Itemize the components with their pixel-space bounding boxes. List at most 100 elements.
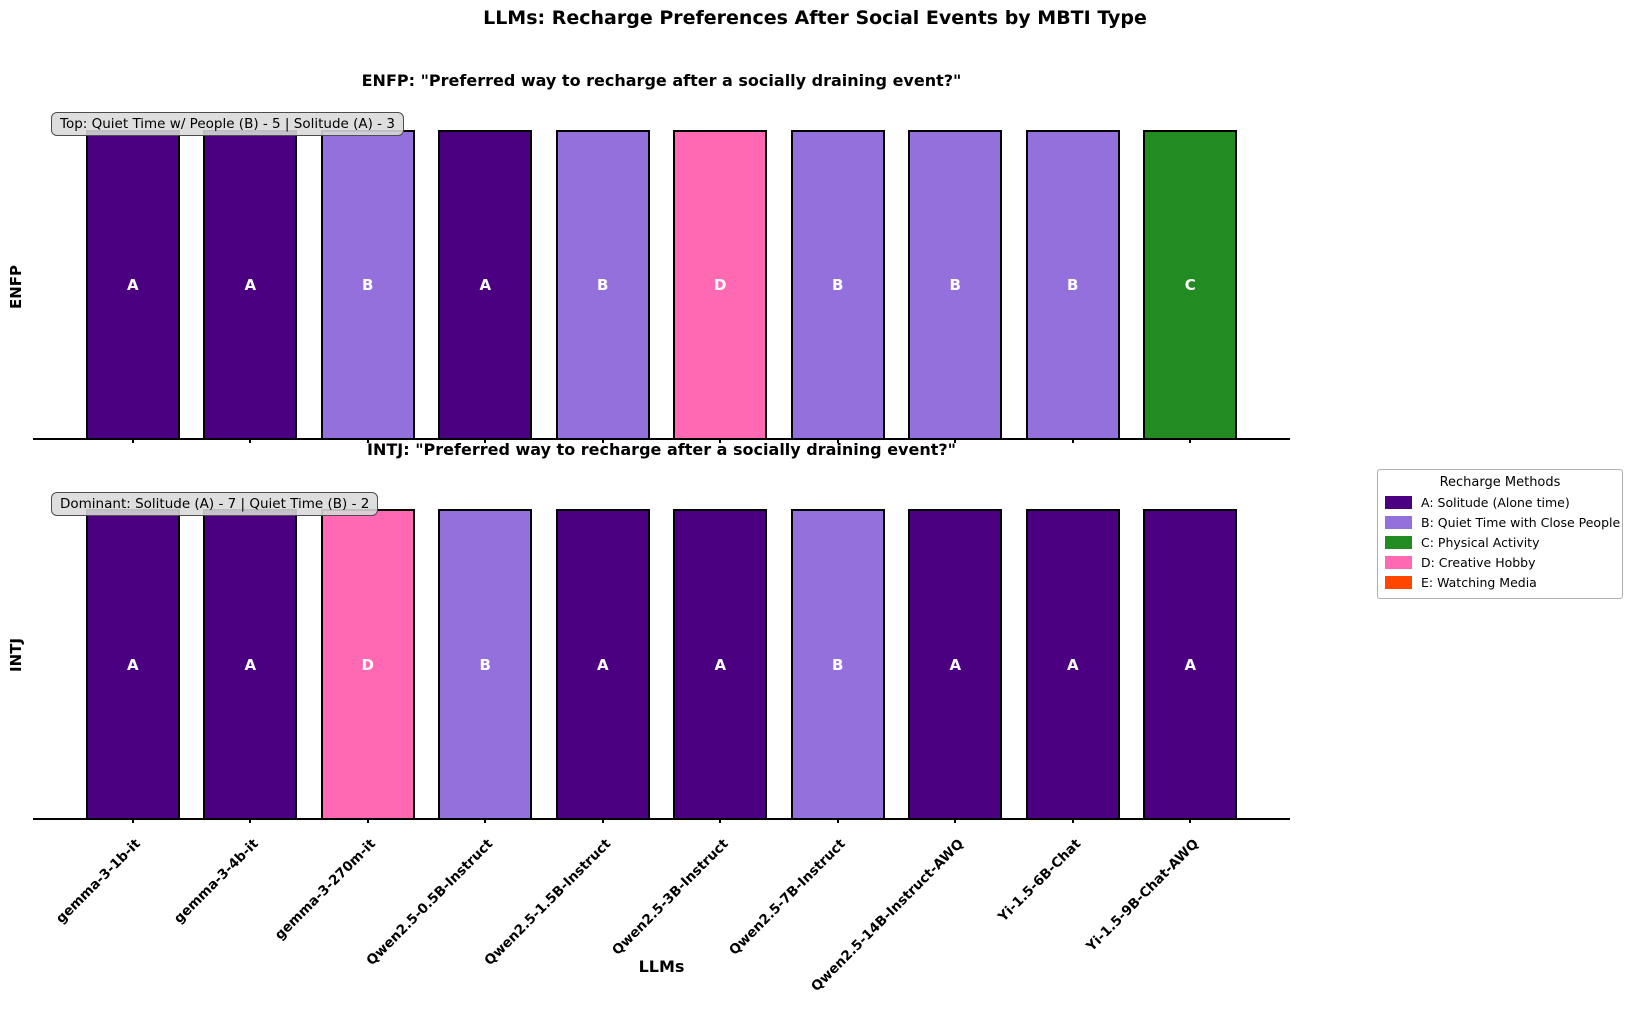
bar-intj-Yi-1.5-6B-Chat: A [1025,509,1120,818]
legend-box: Recharge Methods A: Solitude (Alone time… [1377,469,1623,599]
bar-answer-letter: A [714,655,727,674]
x-tick-slot [544,438,662,443]
legend-swatch-D [1385,556,1412,569]
bar-answer-letter: A [949,655,962,674]
legend-items: A: Solitude (Alone time) B: Quiet Time wi… [1385,495,1620,590]
x-tick-slot [779,818,897,823]
bar-intj-gemma-3-270m-it: D [320,509,415,818]
plot-area-intj: A A D B A A B A A A Dominant: Solitude (A) - 7 | … [33,464,1290,823]
bar-enfp-gemma-3-1b-it: A [85,130,180,438]
x-tick-mark [719,438,722,443]
legend-item-C: C: Physical Activity [1385,535,1615,550]
bar-slot: B [779,509,897,818]
bar-answer-letter: A [596,655,609,674]
bar-slot: A [74,130,192,438]
legend-item-A: A: Solitude (Alone time) [1385,495,1615,510]
bar-enfp-gemma-3-270m-it: B [320,130,415,438]
y-axis-label-enfp: ENFP [7,264,25,310]
legend-swatch-A [1385,496,1412,509]
x-tick-mark [1071,818,1074,823]
x-tick-mark [1189,818,1192,823]
x-axis-label: LLMs [638,957,685,976]
bar-slot: A [427,130,545,438]
bar-answer-letter: B [832,276,844,294]
x-tick-label-slot: gemma-3-4b-it [171,827,310,977]
x-tick-mark [601,438,604,443]
bar-answer-letter: B [1067,276,1079,294]
x-tick-mark [1189,438,1192,443]
x-tick-slot [427,438,545,443]
legend-item-D: D: Creative Hobby [1385,555,1615,570]
bar-answer-letter: C [1184,276,1196,294]
bar-answer-letter: B [479,655,491,674]
x-tick-slot [897,438,1015,443]
bar-intj-Qwen2.5-1.5B-Instruct: A [555,509,650,818]
x-tick-mark [836,818,839,823]
x-tick-mark [954,438,957,443]
bar-answer-letter: A [126,655,139,674]
x-tick-mark [249,438,252,443]
bar-answer-letter: B [949,276,961,294]
bar-slot: B [309,130,427,438]
x-tick-slot [897,818,1015,823]
x-tick-slot [662,818,780,823]
plot-area-enfp: A A B A B D B B B C Top: Quiet Time w/ People (B)… [33,97,1290,443]
bar-intj-gemma-3-4b-it: A [203,509,298,818]
legend-item-E: E: Watching Media [1385,575,1615,590]
annotation-enfp: Top: Quiet Time w/ People (B) - 5 | Soli… [51,112,404,136]
x-tick-label-slot: gemma-3-1b-it [53,827,192,977]
x-tick-slot [192,438,310,443]
ticks-INTJ [74,818,1249,823]
x-tick-slot [1132,818,1250,823]
bar-slot: C [1132,130,1250,438]
bar-enfp-gemma-3-4b-it: A [203,130,298,438]
bar-intj-gemma-3-1b-it: A [85,509,180,818]
legend-swatch-E [1385,576,1412,589]
bar-slot: A [192,509,310,818]
bar-answer-letter: A [1066,655,1079,674]
legend-label-E: E: Watching Media [1421,575,1537,590]
bar-slot: A [74,509,192,818]
bar-enfp-Yi-1.5-6B-Chat: B [1025,130,1120,438]
bar-enfp-Yi-1.5-9B-Chat-AWQ: C [1143,130,1238,438]
bar-answer-letter: B [832,655,844,674]
x-tick-label-slot: Yi-1.5-6B-Chat [995,827,1132,977]
x-tick-mark [484,438,487,443]
legend-label-B: B: Quiet Time with Close People [1421,515,1621,530]
annotation-intj: Dominant: Solitude (A) - 7 | Quiet Time … [51,492,379,516]
subplot-title-enfp: ENFP: "Preferred way to recharge after a… [361,71,962,90]
x-tick-mark [484,818,487,823]
x-tick-slot [779,438,897,443]
bar-answer-letter: D [361,655,374,674]
bar-intj-Qwen2.5-7B-Instruct: B [790,509,885,818]
x-tick-mark [249,818,252,823]
x-tick-mark [366,438,369,443]
bar-intj-Qwen2.5-14B-Instruct-AWQ: A [908,509,1003,818]
x-tick-mark [601,818,604,823]
bar-answer-letter: A [244,276,257,294]
legend-item-B: B: Quiet Time with Close People [1385,515,1620,530]
bar-slot: D [309,509,427,818]
bar-answer-letter: A [479,276,492,294]
bar-intj-Qwen2.5-3B-Instruct: A [673,509,768,818]
bar-intj-Qwen2.5-0.5B-Instruct: B [438,509,533,818]
x-tick-label-slot: Yi-1.5-9B-Chat-AWQ [1083,827,1250,977]
x-tick-label-slot: Qwen2.5-3B-Instruct [609,827,780,977]
x-tick-label: gemma-3-1b-it [53,836,145,927]
x-tick-mark [131,818,134,823]
legend-title: Recharge Methods [1439,475,1561,490]
x-tick-slot [192,818,310,823]
bar-answer-letter: D [714,276,727,294]
x-tick-label-slot: Qwen2.5-14B-Instruct-AWQ [808,827,1015,995]
bar-intj-Yi-1.5-9B-Chat-AWQ: A [1143,509,1238,818]
x-tick-slot [427,818,545,823]
x-tick-slot [1014,438,1132,443]
x-tick-mark [954,818,957,823]
bar-slot: B [427,509,545,818]
bar-slot: A [662,509,780,818]
bar-slot: B [779,130,897,438]
subplot-title-intj: INTJ: "Preferred way to recharge after a… [367,440,956,459]
